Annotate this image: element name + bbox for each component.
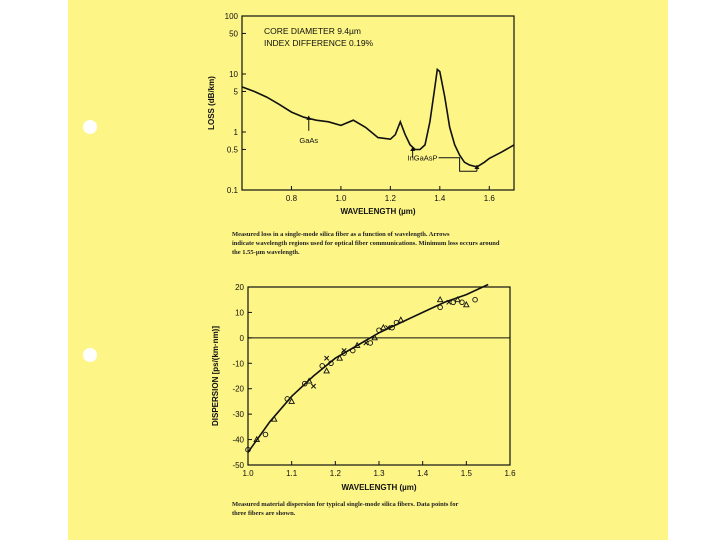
ingaasp-arrowhead-2 [474,164,480,169]
x-tick-label: 1.5 [461,469,473,478]
y-tick-label: 20 [235,283,244,292]
x-tick-label: 1.6 [504,469,516,478]
y-axis-label: LOSS (dB/km) [207,76,216,130]
data-point-circle [459,299,465,306]
data-point-cross [310,383,317,389]
caption-dispersion-line-2: three fibers are shown. [232,510,296,517]
x-tick-label: 1.4 [434,194,446,203]
annotation-core-diameter: CORE DIAMETER 9.4µm [264,26,361,36]
y-tick-label: -40 [232,436,244,445]
ingaasp-bracket [438,157,477,172]
data-point-circle [393,319,400,326]
caption-loss: Measured loss in a single-mode silica fi… [232,230,532,257]
data-point-circle [367,340,374,346]
data-point-cross [385,325,391,331]
x-tick-label: 1.1 [286,469,298,478]
x-tick-label: 1.6 [484,194,496,203]
loss-curve [241,67,515,168]
data-point-circle [262,431,269,438]
data-point-triangle [454,295,461,303]
ingaasp-arrowhead-1 [410,147,416,152]
ingaasp-label: InGaAsP [408,154,438,163]
data-point-triangle [253,435,261,443]
data-point-circle [284,396,291,402]
gaas-label: GaAs [299,136,318,145]
dispersion-fit-curve [247,283,489,453]
x-tick-label: 1.2 [330,469,342,478]
y-tick-label: -10 [232,359,244,368]
y-tick-label: -20 [232,385,244,394]
data-point-triangle [353,341,361,348]
x-tick-label: 0.8 [286,194,298,203]
y-tick-label: 1 [234,128,239,137]
data-point-circle [302,380,308,387]
caption-loss-line-3: the 1.55-µm wavelength. [232,249,300,256]
data-point-circle [450,299,456,306]
data-point-triangle [371,334,378,341]
caption-dispersion: Measured material dispersion for typical… [232,500,532,518]
y-tick-label: 0 [240,334,245,343]
y-tick-label: -50 [232,461,244,470]
data-point-triangle [336,354,344,361]
y-tick-label: -30 [232,410,244,419]
y-tick-label: 10 [229,70,238,79]
data-point-triangle [323,367,330,374]
y-axis-label: DISPERSION [ps/(km·nm)] [211,326,220,426]
x-tick-label: 1.2 [385,194,397,203]
data-point-circle [319,363,325,369]
data-point-triangle [380,323,387,331]
data-point-cross [363,340,369,346]
dispersion-chart: 1.0 1.1 1.2 1.3 1.4 1.5 1.6 20 10 0 -10 -20 -30 -40 -5… [211,283,516,492]
x-tick-label: 1.0 [335,194,347,203]
data-point-triangle [270,415,278,422]
data-point-circle [245,446,251,453]
x-tick-label: 1.4 [417,469,429,478]
data-point-circle [376,327,382,333]
punch-hole-top [83,120,97,134]
x-tick-label: 1.0 [242,469,254,478]
data-point-circle [437,304,443,311]
data-point-circle [328,360,334,367]
caption-loss-line-2: indicate wavelength regions used for opt… [232,240,500,247]
data-point-cross [341,348,347,354]
data-point-triangle [397,316,405,323]
y-tick-label: 5 [234,87,239,96]
x-tick-label: 1.3 [373,469,385,478]
x-axis-label: WAVELENGTH (µm) [340,207,415,216]
y-tick-label: 10 [235,308,244,317]
x-axis-label: WAVELENGTH (µm) [341,483,416,492]
data-point-circle [472,296,478,303]
yellow-sheet [68,0,668,540]
data-point-triangle [288,397,296,404]
data-point-triangle [305,377,313,384]
data-point-cross [446,299,452,305]
caption-loss-line-1: Measured loss in a single-mode silica fi… [232,231,450,238]
caption-dispersion-line-1: Measured material dispersion for typical… [232,501,459,508]
data-point-circle [389,324,395,331]
annotation-index-difference: INDEX DIFFERENCE 0.19% [264,38,374,48]
data-point-circle [350,347,356,354]
y-tick-label: 0.1 [227,186,239,195]
data-point-triangle [436,295,444,303]
plot-frame [247,286,511,466]
data-point-cross [324,355,330,361]
punch-hole-bottom [83,348,97,362]
gaas-arrowhead [306,115,312,120]
plot-frame [241,15,515,191]
y-tick-label: 100 [225,12,239,21]
data-point-triangle [462,301,470,308]
loss-chart: 0.8 1.0 1.2 1.4 1.6 100 50 10 5 1 0.5 0.1 WAVELENGTH… [207,12,515,216]
y-tick-label: 0.5 [227,145,239,154]
y-tick-label: 50 [229,29,238,38]
